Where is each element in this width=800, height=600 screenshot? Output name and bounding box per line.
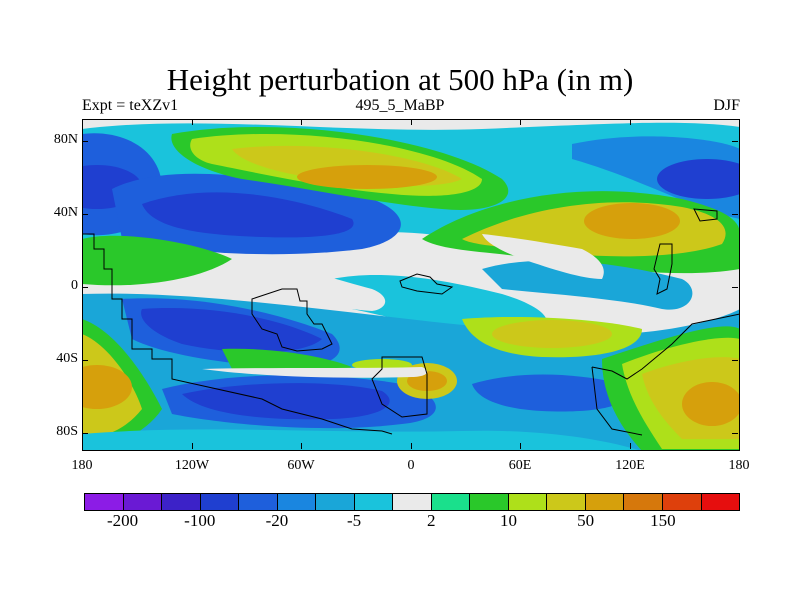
colorbar-segment (547, 494, 586, 510)
x-tick (411, 443, 412, 449)
lon-label-180w: 180 (71, 458, 93, 473)
x-tick (520, 119, 521, 125)
lon-label-120w: 120W (174, 458, 210, 473)
colorbar-segment (123, 494, 163, 510)
colorbar-segment (354, 494, 394, 510)
y-tick (82, 141, 88, 142)
colorbar-segment (393, 494, 432, 510)
colorbar (84, 493, 740, 511)
colorbar-label: -200 (106, 511, 139, 530)
y-tick (82, 214, 88, 215)
y-tick (82, 433, 88, 434)
y-tick (82, 287, 88, 288)
x-tick (520, 443, 521, 449)
colorbar-label: -5 (347, 511, 362, 530)
lon-label-60w: 60W (287, 458, 315, 473)
lat-label-equator: 0 (71, 278, 78, 293)
colorbar-label: -20 (265, 511, 289, 530)
colorbar-segment (701, 494, 740, 510)
green-band-west (82, 235, 232, 286)
lon-label-60e: 60E (508, 458, 532, 473)
neutral-band-north (482, 234, 604, 279)
cyan-south-edge (82, 429, 642, 451)
y-tick (732, 433, 738, 434)
colorbar-segment (277, 494, 317, 510)
colorbar-segment (662, 494, 702, 510)
deep-low-south-pacific (141, 308, 322, 353)
colorbar-label: 50 (577, 511, 595, 530)
lat-label-80n: 80N (53, 132, 78, 147)
coastlines (82, 208, 740, 436)
contour-field (82, 119, 740, 451)
colorbar-segment (470, 494, 509, 510)
lon-label-120e: 120E (615, 458, 645, 473)
y-tick (732, 141, 738, 142)
y-tick (82, 360, 88, 361)
neutral-band-central (242, 266, 386, 311)
orange-south-east (682, 382, 740, 426)
cyan-equatorial-east (482, 260, 693, 310)
deep-low-atlantic (142, 192, 354, 238)
colorbar-label: -100 (184, 511, 216, 530)
orange-south-west (82, 365, 132, 409)
x-tick (630, 119, 631, 125)
colorbar-segment (239, 494, 278, 510)
x-tick (630, 443, 631, 449)
colorbar-label: 150 (650, 511, 676, 530)
orange-high-north (297, 165, 437, 189)
deep-low-north-east (657, 159, 740, 199)
period-label: 495_5_MaBP (355, 97, 445, 114)
colorbar-segment (162, 494, 201, 510)
lon-label-180e: 180 (728, 458, 750, 473)
neutral-band-south (202, 367, 428, 378)
x-tick (301, 119, 302, 125)
y-tick (732, 214, 738, 215)
yellow-high-south-east (492, 320, 612, 348)
lat-label-80s: 80S (56, 424, 78, 439)
colorbar-segment (585, 494, 625, 510)
colorbar-segment (316, 494, 355, 510)
deep-low-south-atlantic (182, 383, 390, 420)
blue-low-south-east (472, 374, 628, 412)
colorbar-label: 10 (499, 511, 517, 530)
x-tick (192, 119, 193, 125)
x-tick (411, 119, 412, 125)
colorbar-segment (85, 494, 124, 510)
contour-map (82, 119, 740, 451)
colorbar-segment (431, 494, 471, 510)
y-tick (732, 287, 738, 288)
lon-label-0: 0 (407, 458, 415, 473)
season-label: DJF (713, 97, 740, 114)
green-south-central (222, 348, 352, 375)
y-tick (732, 360, 738, 361)
colorbar-label: 2 (427, 511, 436, 530)
colorbar-segment (508, 494, 548, 510)
lat-label-40n: 40N (53, 205, 78, 220)
orange-high-north-east (584, 203, 680, 239)
x-tick (301, 443, 302, 449)
experiment-label: Expt = teXZv1 (82, 97, 179, 114)
colorbar-segment (624, 494, 663, 510)
colorbar-segment (200, 494, 240, 510)
plot-title: Height perturbation at 500 hPa (in m) (166, 62, 634, 97)
lat-label-40s: 40S (56, 351, 78, 366)
x-tick (192, 443, 193, 449)
